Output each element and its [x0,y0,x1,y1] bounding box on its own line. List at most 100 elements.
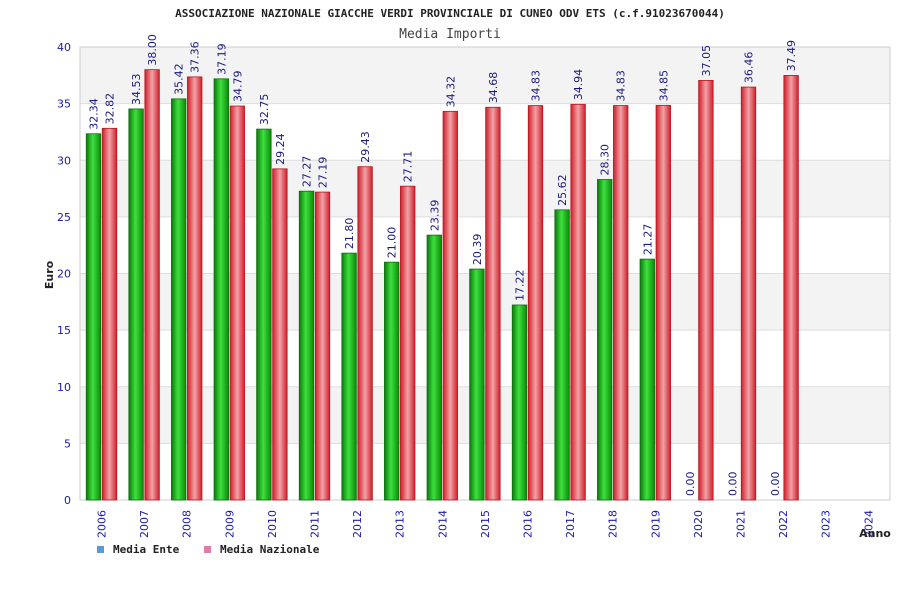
bar-media-nazionale-2007 [144,69,160,501]
bar-media-nazionale-2020 [698,80,714,501]
x-tick-label-2009: 2009 [223,510,236,538]
bar-media-nazionale-2019 [655,104,671,501]
x-tick-label-2013: 2013 [394,510,407,538]
bar-media-ente-2016 [511,304,528,501]
y-tick-label: 40 [57,41,71,54]
bar-media-nazionale-2016 [527,105,544,501]
legend-swatch-media-nazionale [204,546,211,553]
data-label-media-ente-2021: 0.00 [727,472,740,497]
bar-media-ente-2008 [171,98,187,501]
x-tick-label-2017: 2017 [564,510,577,538]
legend: Media Ente Media Nazionale [97,543,320,556]
y-tick-label: 10 [57,381,71,394]
x-tick-label-2023: 2023 [820,510,833,538]
x-tick-label-2019: 2019 [649,510,662,538]
bar-media-ente-2015 [469,268,485,501]
data-label-media-nazionale-2012: 29.43 [359,131,372,163]
data-label-media-ente-2009: 37.19 [215,43,228,74]
bar-media-ente-2011 [298,190,315,501]
data-label-media-ente-2017: 25.62 [556,174,569,206]
x-tick-label-2012: 2012 [351,510,364,538]
bar-media-ente-2018 [597,179,613,501]
legend-swatch-media-ente [97,546,104,553]
x-tick-label-2016: 2016 [522,510,535,538]
x-tick-label-2018: 2018 [607,510,620,538]
y-tick-label: 25 [57,211,71,224]
data-label-media-nazionale-2021: 36.46 [743,52,756,84]
x-tick-label-2006: 2006 [96,510,109,538]
plot-frame [79,46,891,501]
bar-media-ente-2009 [213,78,229,501]
data-label-media-nazionale-2022: 37.49 [785,40,798,72]
data-label-media-nazionale-2016: 34.83 [530,70,543,102]
bar-media-ente-2012 [341,252,357,501]
data-label-media-ente-2010: 32.75 [258,94,271,126]
bar-media-ente-2006 [85,133,102,501]
bar-media-ente-2007 [128,108,144,501]
x-tick-label-2007: 2007 [138,510,151,538]
bar-media-nazionale-2012 [357,166,373,501]
data-label-media-nazionale-2013: 27.71 [402,151,415,183]
legend-label-media-nazionale: Media Nazionale [220,543,320,556]
data-label-media-ente-2012: 21.80 [343,218,356,250]
data-label-media-ente-2015: 20.39 [471,234,484,266]
data-label-media-nazionale-2017: 34.94 [572,69,585,101]
bars [85,69,799,501]
data-label-media-ente-2019: 21.27 [641,224,654,256]
x-tick-label-2021: 2021 [735,510,748,538]
bar-media-ente-2014 [426,234,442,501]
data-label-media-ente-2018: 28.30 [599,144,612,176]
x-tick-label-2008: 2008 [181,510,194,538]
bar-media-ente-2010 [256,128,272,501]
bar-media-nazionale-2010 [272,168,288,501]
bar-media-ente-2017 [554,209,570,501]
y-tick-label: 15 [57,324,71,337]
y-axis-label: Euro [43,260,56,289]
data-label-media-nazionale-2007: 38.00 [146,34,159,66]
x-tick-label-2022: 2022 [777,510,790,538]
data-label-media-ente-2006: 32.34 [88,98,101,130]
data-label-media-nazionale-2011: 27.19 [317,157,330,189]
y-tick-label: 30 [57,154,71,167]
chart-subtitle: Media Importi [399,27,501,42]
data-label-media-nazionale-2015: 34.68 [487,72,500,104]
bar-media-nazionale-2013 [400,185,416,501]
data-label-media-ente-2013: 21.00 [386,227,399,259]
bar-media-nazionale-2018 [613,105,629,501]
data-label-media-nazionale-2009: 34.79 [231,71,244,102]
y-tick-label: 20 [57,268,71,281]
y-tick-label: 0 [64,494,71,507]
x-axis-label: Anno [859,527,891,540]
data-label-media-ente-2011: 27.27 [301,156,314,188]
data-label-media-ente-2007: 34.53 [130,73,143,105]
x-axis-ticks: 2006 2007 2008 2009 2010 2011 2012 2013 2014 2015… [96,510,876,538]
bar-media-nazionale-2011 [314,191,331,501]
chart-title: ASSOCIAZIONE NAZIONALE GIACCHE VERDI PRO… [175,7,725,20]
bar-media-nazionale-2022 [783,75,799,501]
y-tick-label: 35 [57,98,71,111]
y-tick-label: 5 [64,437,71,450]
bar-media-nazionale-2008 [187,76,203,501]
bar-media-nazionale-2006 [101,127,118,501]
data-label-media-ente-2020: 0.00 [684,472,697,497]
data-label-media-ente-2014: 23.39 [428,200,441,232]
x-tick-label-2011: 2011 [309,510,322,538]
data-label-media-nazionale-2019: 34.85 [657,70,670,102]
bar-media-nazionale-2009 [229,105,245,501]
data-label-media-nazionale-2008: 37.36 [189,41,202,73]
data-label-media-ente-2016: 17.22 [514,269,527,301]
data-label-media-nazionale-2014: 34.32 [444,76,457,108]
x-tick-label-2015: 2015 [479,510,492,538]
data-label-media-ente-2008: 35.42 [173,63,186,95]
x-tick-label-2014: 2014 [436,510,449,538]
bar-media-ente-2019 [639,258,655,501]
bar-media-nazionale-2015 [485,106,501,501]
legend-label-media-ente: Media Ente [113,543,180,556]
bar-media-ente-2013 [384,261,400,501]
data-label-media-nazionale-2018: 34.83 [615,70,628,102]
data-label-media-nazionale-2006: 32.82 [104,93,117,125]
data-label-media-ente-2022: 0.00 [769,472,782,497]
data-label-media-nazionale-2020: 37.05 [700,45,713,77]
